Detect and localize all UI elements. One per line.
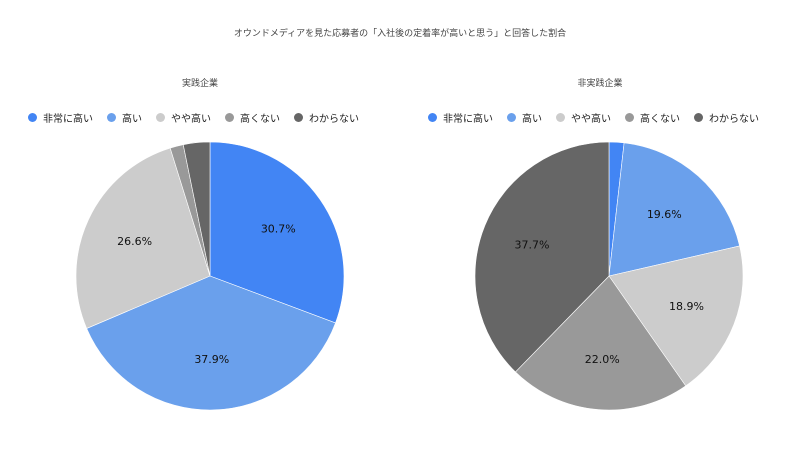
legend-item-0[interactable]: 非常に高い <box>428 110 493 125</box>
data-label-3: 22.0% <box>585 353 620 366</box>
legend-swatch <box>694 113 703 122</box>
pie-chart-left: 30.7% 37.9% 26.6% <box>75 141 345 411</box>
page-title: オウンドメディアを見た応募者の「入社後の定着率が高いと思う」と回答した割合 <box>233 29 567 39</box>
data-label-2: 18.9% <box>669 300 704 313</box>
legend-swatch <box>507 113 516 122</box>
legend-item-2[interactable]: やや高い <box>556 110 611 125</box>
pie-slice-4[interactable] <box>182 141 211 277</box>
chart-title: 実践企業 <box>181 79 218 89</box>
legend-item-0[interactable]: 非常に高い <box>28 110 93 125</box>
legend-swatch <box>625 113 634 122</box>
pie-slice-2[interactable] <box>608 245 744 387</box>
legend-label: やや高い <box>171 114 211 125</box>
legend-label: わからない <box>709 114 759 125</box>
pie-slice-2[interactable] <box>75 147 211 329</box>
legend-label: 高くない <box>240 114 280 125</box>
legend-swatch <box>107 113 116 122</box>
pie-chart-right: 19.6% 18.9% 22.0% 37.7% <box>474 141 744 411</box>
legend-label: 高い <box>522 114 542 125</box>
legend-item-1[interactable]: 高い <box>507 110 542 125</box>
legend-swatch <box>294 113 303 122</box>
legend-label: 高くない <box>640 114 680 125</box>
pie-slice-3[interactable] <box>515 275 687 411</box>
legend: 非常に高い 高い やや高い 高くない わからない <box>428 110 759 125</box>
legend-item-1[interactable]: 高い <box>107 110 142 125</box>
data-label-4: 37.7% <box>515 239 550 252</box>
legend-label: 非常に高い <box>443 114 493 125</box>
chart-panel-right: 非実践企業 非常に高い 高い やや高い 高くない わからない 19.6% 18.9… <box>400 0 800 450</box>
legend-label: わからない <box>309 114 359 125</box>
legend-label: 非常に高い <box>43 114 93 125</box>
legend-item-3[interactable]: 高くない <box>225 110 280 125</box>
pie-slice-4[interactable] <box>474 141 610 373</box>
data-label-2: 26.6% <box>117 235 152 248</box>
legend-label: やや高い <box>571 114 611 125</box>
legend-item-3[interactable]: 高くない <box>625 110 680 125</box>
pie-slice-1[interactable] <box>86 275 336 411</box>
data-label-1: 37.9% <box>194 353 229 366</box>
data-label-1: 19.6% <box>647 208 682 221</box>
legend-swatch <box>428 113 437 122</box>
legend-swatch <box>156 113 165 122</box>
legend-swatch <box>556 113 565 122</box>
chart-panel-left: 実践企業 非常に高い 高い やや高い 高くない わからない 30.7% 37.9%… <box>28 79 359 411</box>
legend-item-4[interactable]: わからない <box>694 110 759 125</box>
legend-item-2[interactable]: やや高い <box>156 110 211 125</box>
pie-slice-1[interactable] <box>608 142 740 277</box>
legend: 非常に高い 高い やや高い 高くない わからない <box>28 110 359 125</box>
chart-title: 非実践企業 <box>577 79 623 89</box>
legend-swatch <box>28 113 37 122</box>
legend-item-4[interactable]: わからない <box>294 110 359 125</box>
legend-swatch <box>225 113 234 122</box>
data-label-0: 30.7% <box>261 223 296 236</box>
legend-label: 高い <box>122 114 142 125</box>
pie-slice-0[interactable] <box>209 141 345 324</box>
